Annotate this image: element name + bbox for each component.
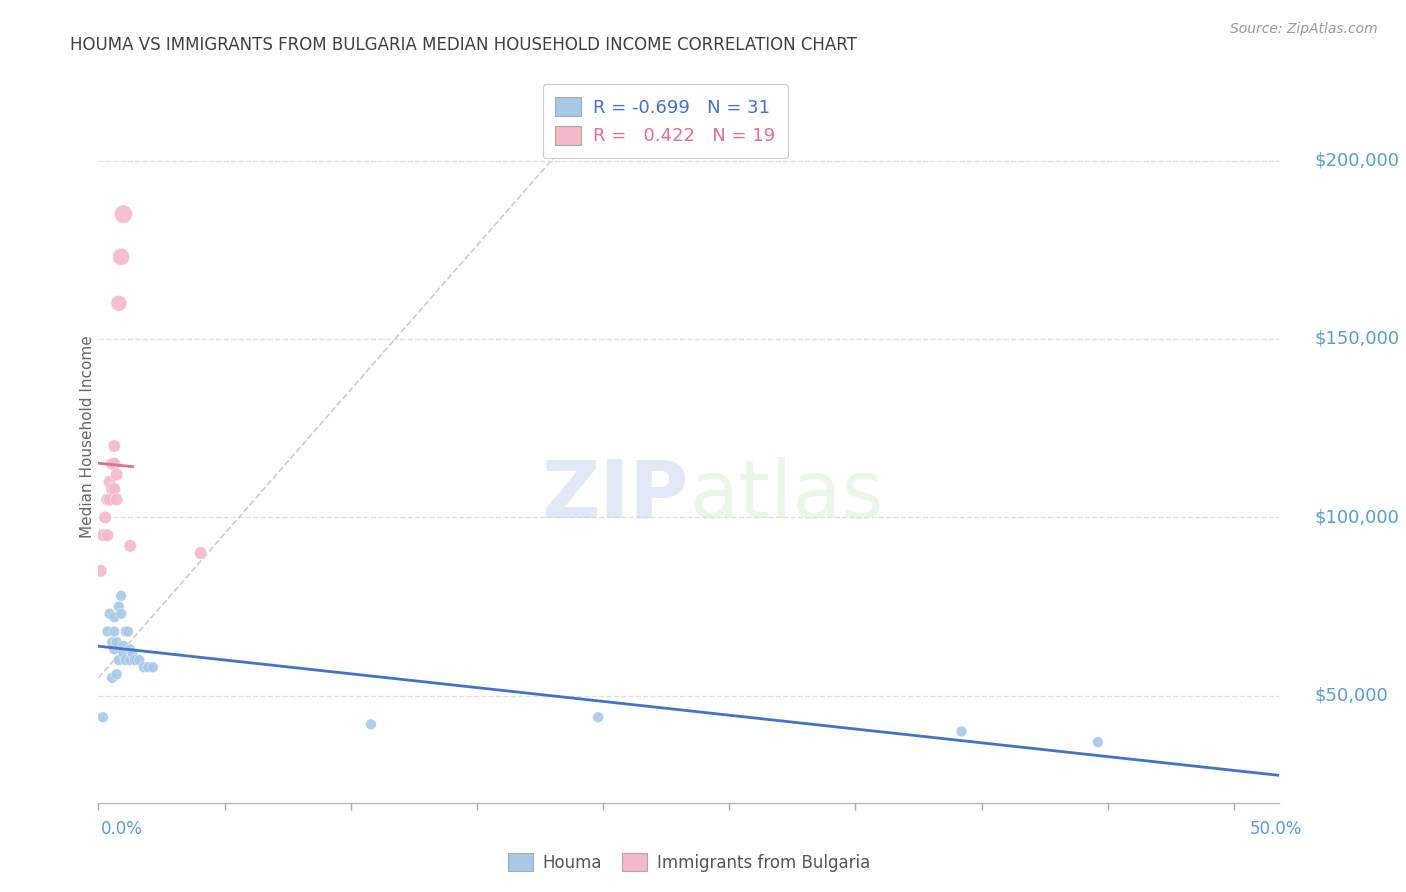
Text: Source: ZipAtlas.com: Source: ZipAtlas.com — [1230, 22, 1378, 37]
Point — [1087, 735, 1109, 749]
Point — [108, 296, 131, 310]
Point — [96, 492, 118, 507]
Point — [121, 646, 143, 660]
Point — [112, 639, 135, 653]
Point — [110, 589, 132, 603]
Point — [108, 653, 131, 667]
Point — [120, 642, 142, 657]
Text: HOUMA VS IMMIGRANTS FROM BULGARIA MEDIAN HOUSEHOLD INCOME CORRELATION CHART: HOUMA VS IMMIGRANTS FROM BULGARIA MEDIAN… — [70, 36, 858, 54]
Legend: Houma, Immigrants from Bulgaria: Houma, Immigrants from Bulgaria — [501, 847, 877, 879]
Point — [117, 624, 139, 639]
Point — [105, 467, 128, 482]
Point — [101, 671, 124, 685]
Point — [120, 653, 142, 667]
Point — [110, 250, 132, 264]
Point — [90, 564, 112, 578]
Point — [105, 635, 128, 649]
Point — [120, 539, 142, 553]
Point — [112, 646, 135, 660]
Point — [132, 660, 155, 674]
Point — [91, 528, 114, 542]
Point — [103, 482, 125, 496]
Point — [360, 717, 382, 731]
Text: ZIP: ZIP — [541, 457, 689, 534]
Point — [103, 439, 125, 453]
Text: $50,000: $50,000 — [1315, 687, 1388, 705]
Point — [190, 546, 212, 560]
Point — [101, 482, 124, 496]
Text: $100,000: $100,000 — [1315, 508, 1399, 526]
Point — [112, 207, 135, 221]
Point — [586, 710, 609, 724]
Point — [91, 710, 114, 724]
Point — [103, 642, 125, 657]
Text: atlas: atlas — [689, 457, 883, 534]
Point — [96, 624, 118, 639]
Text: 50.0%: 50.0% — [1250, 820, 1302, 838]
Point — [94, 510, 117, 524]
Point — [108, 599, 131, 614]
Point — [142, 660, 165, 674]
Text: $200,000: $200,000 — [1315, 152, 1399, 169]
Text: $150,000: $150,000 — [1315, 330, 1400, 348]
Point — [101, 635, 124, 649]
Point — [138, 660, 160, 674]
Point — [950, 724, 973, 739]
Point — [98, 607, 121, 621]
Point — [105, 492, 128, 507]
Point — [124, 653, 146, 667]
Point — [96, 528, 118, 542]
Point — [128, 653, 150, 667]
Point — [114, 624, 136, 639]
Point — [98, 492, 121, 507]
Point — [103, 610, 125, 624]
Point — [101, 457, 124, 471]
Point — [110, 607, 132, 621]
Point — [105, 667, 128, 681]
Y-axis label: Median Household Income: Median Household Income — [80, 335, 94, 539]
Text: 0.0%: 0.0% — [101, 820, 143, 838]
Point — [103, 624, 125, 639]
Point — [114, 653, 136, 667]
Point — [103, 457, 125, 471]
Point — [98, 475, 121, 489]
